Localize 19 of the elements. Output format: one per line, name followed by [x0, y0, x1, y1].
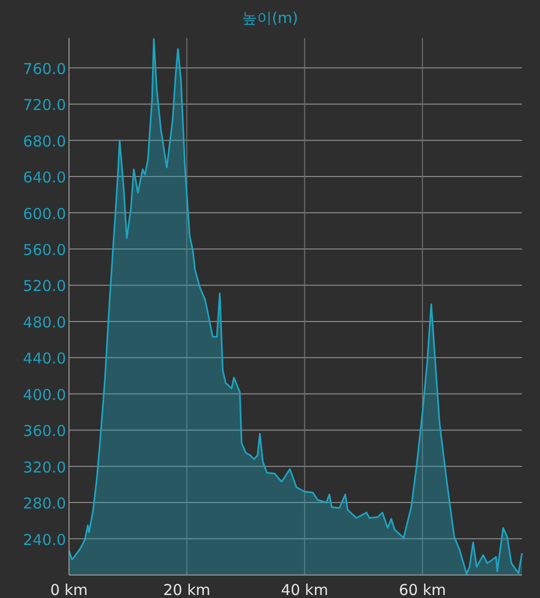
y-tick-label: 760.0: [23, 60, 66, 78]
y-tick-label: 640.0: [23, 168, 66, 187]
y-tick-label: 240.0: [23, 530, 66, 549]
y-tick-label: 680.0: [23, 132, 66, 150]
y-tick-label: 560.0: [23, 240, 66, 259]
x-tick-label: 40 km: [281, 581, 328, 598]
x-tick-label: 20 km: [163, 581, 210, 598]
y-tick-label: 280.0: [23, 494, 66, 513]
y-tick-label: 600.0: [23, 204, 66, 223]
y-tick-label: 400.0: [23, 386, 66, 404]
x-tick-label: 60 km: [398, 581, 446, 598]
y-tick-label: 520.0: [23, 277, 66, 296]
y-tick-label: 440.0: [23, 350, 66, 368]
y-tick-label: 480.0: [23, 313, 66, 332]
chart-title: 높이(m): [242, 9, 298, 27]
x-tick-label: 0 km: [50, 581, 88, 598]
y-tick-label: 360.0: [23, 422, 66, 440]
y-tick-label: 320.0: [23, 458, 66, 476]
y-tick-label: 720.0: [23, 96, 66, 114]
